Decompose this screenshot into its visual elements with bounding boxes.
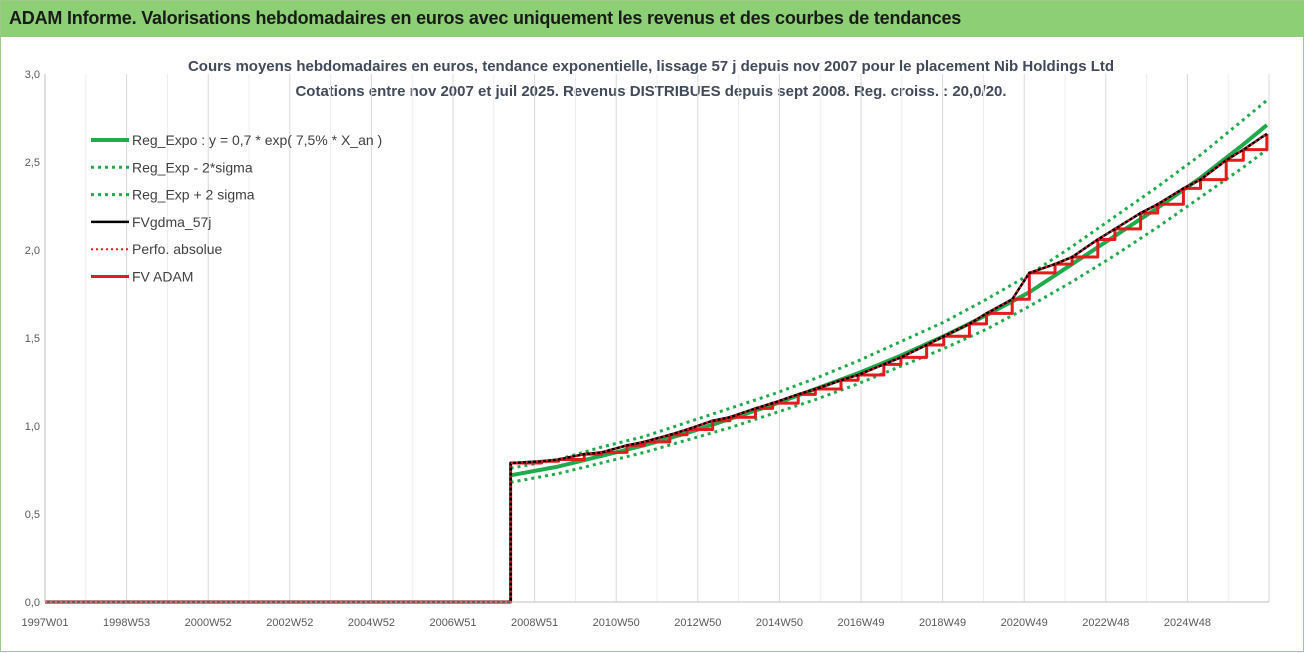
- legend-label: Perfo. absolue: [132, 241, 222, 257]
- x-tick-label: 1998W53: [103, 617, 150, 629]
- y-tick-label: 0,0: [25, 597, 40, 609]
- page-title: ADAM Informe. Valorisations hebdomadaire…: [9, 8, 962, 28]
- legend-label: Reg_Exp + 2 sigma: [132, 187, 255, 203]
- x-tick-label: 2018W49: [919, 617, 966, 629]
- axes: 0,0 0,5 1,0 1,5 2,0 2,5 3,0 1997W01 1998W53 2000W…: [21, 69, 1269, 629]
- grid-lines: [44, 74, 1270, 602]
- y-tick-label: 2,5: [25, 157, 40, 169]
- series-line-5: [45, 133, 1269, 604]
- legend-label: FVgdma_57j: [132, 214, 211, 230]
- y-tick-label: 1,5: [25, 333, 40, 345]
- x-tick-label: 1997W01: [21, 617, 68, 629]
- y-tick-label: 2,0: [25, 245, 40, 257]
- x-tick-label: 2010W50: [593, 617, 640, 629]
- x-tick-label: 2022W48: [1082, 617, 1129, 629]
- x-tick-label: 2008W51: [511, 617, 558, 629]
- y-tick-label: 3,0: [25, 69, 40, 81]
- y-tick-label: 0,5: [25, 509, 40, 521]
- y-tick-label: 1,0: [25, 421, 40, 433]
- x-tick-label: 2006W51: [429, 617, 476, 629]
- series-line-0: [510, 123, 1269, 478]
- x-tick-label: 2012W50: [674, 617, 721, 629]
- x-tick-label: 2020W49: [1001, 617, 1048, 629]
- legend-label: Reg_Exp - 2*sigma: [132, 159, 253, 175]
- series-line-1: [510, 148, 1268, 484]
- series-line-3: [45, 132, 1268, 604]
- legend: Reg_Expo : y = 0,7 * exp( 7,5% * X_an ) R…: [91, 132, 382, 285]
- chart-title: Cours moyens hebdomadaires en euros, ten…: [188, 58, 1114, 75]
- series-line-4: [45, 133, 1268, 603]
- legend-label: FV ADAM: [132, 269, 193, 285]
- series-line-2: [510, 99, 1268, 470]
- x-tick-label: 2014W50: [756, 617, 803, 629]
- header-bar: ADAM Informe. Valorisations hebdomadaire…: [1, 1, 1304, 37]
- x-tick-label: 2024W48: [1164, 617, 1211, 629]
- legend-label: Reg_Expo : y = 0,7 * exp( 7,5% * X_an ): [132, 132, 382, 148]
- chart-subtitle: Cotations entre nov 2007 et juil 2025. R…: [295, 83, 1006, 100]
- series-lines: [45, 99, 1269, 604]
- x-tick-label: 2004W52: [348, 617, 395, 629]
- x-tick-label: 2000W52: [185, 617, 232, 629]
- x-tick-label: 2016W49: [837, 617, 884, 629]
- x-tick-label: 2002W52: [266, 617, 313, 629]
